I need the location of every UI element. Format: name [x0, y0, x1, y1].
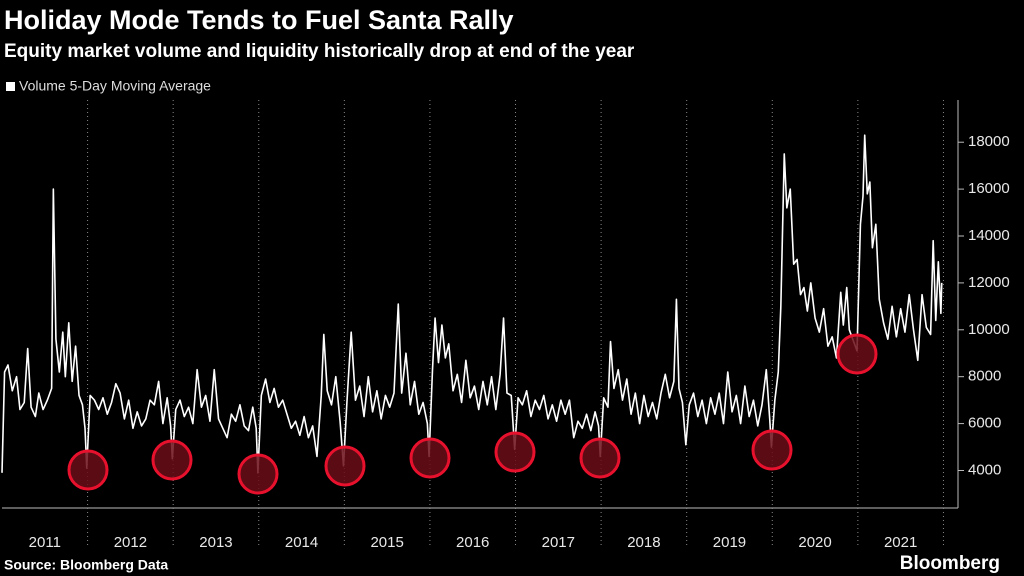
y-tick-label: 14000	[968, 227, 1010, 244]
x-tick-label: 2014	[285, 534, 318, 551]
chart-subtitle: Equity market volume and liquidity histo…	[4, 41, 635, 62]
highlight-circle	[751, 429, 793, 471]
highlight-circle	[409, 437, 451, 479]
y-tick-label: 16000	[968, 180, 1010, 197]
y-tick-label: 6000	[968, 415, 1001, 432]
source-note: Source: Bloomberg Data	[4, 557, 168, 573]
x-tick-label: 2020	[798, 534, 831, 551]
x-tick-label: 2021	[884, 534, 917, 551]
brand-logo: Bloomberg	[900, 553, 1000, 574]
y-tick-label: 4000	[968, 461, 1001, 478]
x-tick-label: 2019	[713, 534, 746, 551]
x-tick-label: 2016	[456, 534, 489, 551]
highlight-circle	[151, 439, 193, 481]
y-tick-label: 10000	[968, 321, 1010, 338]
plot-area: 4000 6000 8000 10000 12000 14000 16000 18000 201…	[1, 100, 1010, 551]
highlight-circle	[579, 437, 621, 479]
x-tick-label: 2018	[627, 534, 660, 551]
y-tick-label: 12000	[968, 274, 1010, 291]
x-tick-label: 2017	[542, 534, 575, 551]
x-tick-label: 2012	[114, 534, 147, 551]
legend-label: Volume 5-Day Moving Average	[19, 78, 211, 94]
y-tick-label: 8000	[968, 368, 1001, 385]
y-tick-label: 18000	[968, 133, 1010, 150]
legend-swatch	[6, 82, 15, 91]
highlight-circles	[67, 333, 878, 495]
x-tick-label: 2011	[29, 534, 61, 551]
highlight-circle	[494, 431, 536, 473]
highlight-circle	[836, 333, 878, 375]
x-tick-label: 2015	[370, 534, 403, 551]
x-tick-label: 2013	[199, 534, 232, 551]
highlight-circle	[67, 449, 109, 491]
highlight-circle	[324, 445, 366, 487]
data-line	[1, 134, 943, 474]
highlight-circle	[237, 453, 279, 495]
chart-title: Holiday Mode Tends to Fuel Santa Rally	[4, 5, 514, 35]
